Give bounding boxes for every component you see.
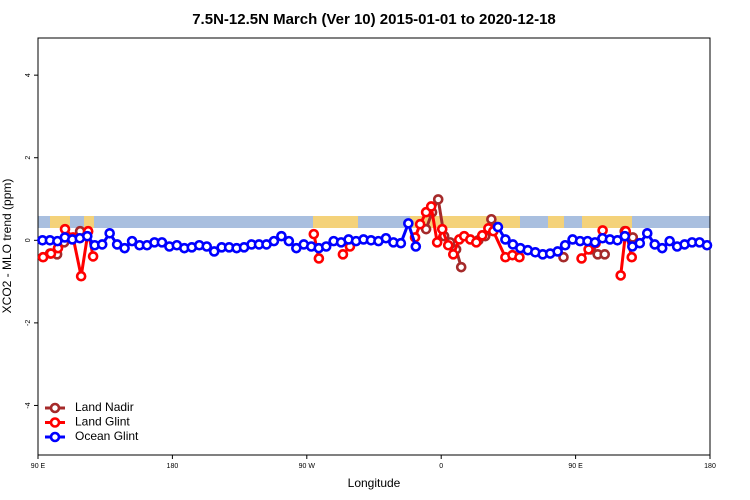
- point: [514, 251, 525, 263]
- point: [104, 227, 115, 239]
- x-tick-label: 90 E: [31, 463, 46, 470]
- point: [552, 246, 563, 257]
- legend-label: Ocean Glint: [75, 429, 139, 443]
- point: [589, 237, 601, 248]
- point: [612, 235, 623, 246]
- point: [283, 235, 295, 247]
- point: [201, 241, 213, 252]
- point: [436, 223, 448, 235]
- point: [486, 213, 497, 225]
- point: [156, 237, 168, 248]
- point: [634, 237, 646, 249]
- point: [447, 249, 459, 260]
- point: [559, 239, 571, 251]
- y-tick-label: 4: [25, 73, 32, 77]
- point: [414, 218, 426, 230]
- legend-marker: [49, 417, 61, 428]
- point: [308, 228, 320, 240]
- point: [431, 237, 443, 248]
- map-strip: [38, 216, 710, 228]
- y-tick-label: 2: [25, 156, 32, 160]
- chart-title: 7.5N-12.5N March (Ver 10) 2015-01-01 to …: [192, 11, 556, 28]
- x-tick-label: 90 E: [568, 463, 583, 470]
- point: [208, 246, 220, 257]
- point: [432, 194, 444, 205]
- legend-label: Land Glint: [75, 415, 130, 429]
- point: [268, 235, 280, 247]
- point: [96, 239, 108, 250]
- point: [641, 227, 653, 239]
- x-tick-label: 180: [167, 463, 179, 470]
- point: [576, 253, 587, 264]
- point: [119, 242, 130, 254]
- point: [619, 230, 631, 242]
- point: [656, 242, 668, 254]
- point: [599, 249, 611, 260]
- point: [37, 251, 49, 263]
- y-axis-label: XCO2 - MLO trend (ppm): [0, 179, 14, 314]
- point: [313, 253, 325, 264]
- point: [75, 270, 87, 282]
- y-tick-label: 0: [25, 238, 32, 242]
- x-tick-label: 0: [439, 463, 443, 470]
- point: [701, 239, 713, 251]
- legend-marker: [49, 431, 61, 443]
- point: [276, 230, 287, 242]
- point: [380, 232, 392, 244]
- point: [126, 235, 138, 247]
- x-axis-label: Longitude: [348, 476, 401, 490]
- legend-marker: [49, 402, 61, 414]
- point: [476, 230, 488, 241]
- point: [455, 261, 467, 273]
- point: [81, 230, 93, 242]
- point: [59, 223, 71, 235]
- point: [87, 251, 99, 262]
- point: [442, 239, 454, 251]
- point: [410, 241, 422, 252]
- point: [615, 270, 626, 281]
- y-tick-label: -4: [25, 402, 32, 408]
- point: [425, 201, 437, 212]
- point: [500, 234, 511, 245]
- point: [395, 237, 407, 249]
- x-tick-label: 90 W: [299, 463, 316, 470]
- point: [664, 235, 675, 247]
- point: [626, 251, 638, 263]
- point: [320, 241, 332, 252]
- point: [492, 221, 504, 233]
- point: [403, 218, 414, 229]
- point: [337, 249, 349, 260]
- x-tick-label: 180: [704, 463, 716, 470]
- y-tick-label: -2: [25, 320, 32, 326]
- point: [45, 248, 57, 259]
- legend-label: Land Nadir: [75, 400, 134, 414]
- point: [558, 251, 569, 263]
- point: [583, 244, 594, 255]
- point: [470, 237, 482, 248]
